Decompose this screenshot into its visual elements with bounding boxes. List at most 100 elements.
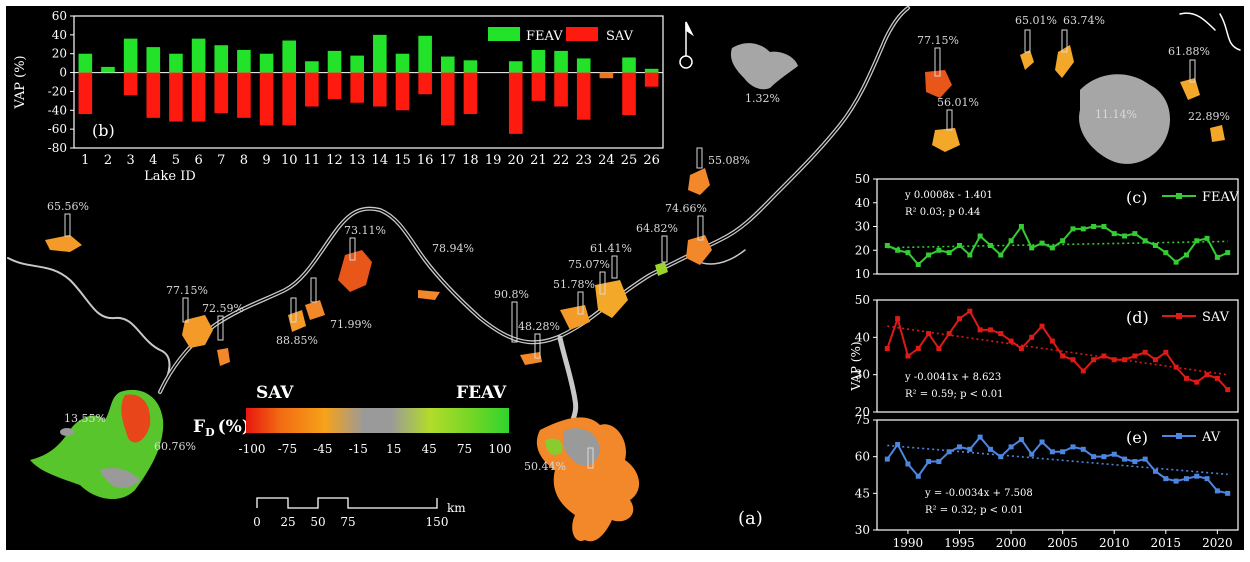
lake-large-southwest-grey	[100, 468, 140, 489]
data-point	[936, 346, 942, 352]
data-point	[967, 252, 973, 258]
y-tick-label: 20	[52, 47, 67, 61]
bar-sav	[191, 72, 206, 122]
data-point	[1204, 372, 1210, 378]
data-point	[1049, 245, 1055, 251]
data-point	[915, 262, 921, 267]
bar-feav	[327, 50, 342, 73]
lake-large-south-grey	[563, 428, 600, 466]
y-tick-label: 30	[855, 523, 870, 537]
regression-equation: y = -0.0034x + 7.508	[924, 488, 1033, 499]
lake-orange-19	[655, 262, 668, 276]
y-tick-label: 60	[52, 9, 67, 23]
data-point	[926, 459, 932, 465]
data-point	[1122, 233, 1128, 239]
data-point	[1080, 368, 1086, 374]
data-point	[884, 456, 890, 462]
bar-sav	[440, 72, 455, 126]
data-point	[895, 247, 901, 253]
scale-bar	[256, 497, 438, 509]
series-line-av	[886, 435, 1228, 495]
data-point	[1091, 454, 1097, 460]
lake-label: 56.01%	[937, 96, 979, 109]
lake-orange-14	[288, 310, 306, 332]
y-tick-label: 75	[855, 413, 870, 427]
data-point	[1194, 238, 1200, 244]
bar-sav	[395, 72, 410, 111]
lake-orange-13	[45, 235, 82, 252]
data-point	[1070, 226, 1076, 232]
legend-tick-label: 15	[386, 442, 401, 456]
y-axis-label: VAP (%)	[13, 55, 28, 109]
data-point	[967, 446, 973, 452]
y-tick-label: 20	[855, 243, 870, 257]
lake-label: 77.15%	[917, 34, 959, 47]
bar-feav	[259, 53, 274, 73]
data-point	[1132, 231, 1138, 237]
legend-label-sav: SAV	[606, 29, 634, 44]
data-point	[1225, 250, 1231, 256]
lake-label: 78.94%	[432, 242, 474, 255]
x-tick-label: 1995	[944, 536, 975, 550]
scale-tick-label: 0	[253, 515, 261, 529]
series-line-sav	[886, 309, 1229, 391]
data-point	[1111, 231, 1117, 237]
data-point	[1132, 459, 1138, 465]
lake-large-southwest-sav	[121, 394, 151, 443]
regression-equation: y 0.0008x - 1.401	[904, 190, 993, 201]
x-tick-label: 2015	[1151, 536, 1182, 550]
data-point	[1008, 444, 1014, 450]
trend-line	[887, 444, 1228, 476]
lake-orange-group	[338, 250, 372, 292]
data-point	[915, 473, 921, 479]
data-point	[1142, 456, 1148, 462]
data-point	[1152, 468, 1158, 474]
y-tick-label: 40	[855, 330, 870, 344]
data-point	[987, 446, 993, 452]
legend-marker	[1176, 193, 1182, 199]
lake-label: 65.01%	[1015, 14, 1057, 27]
data-point	[967, 308, 973, 314]
bar-feav	[554, 50, 568, 73]
bar-sav	[305, 72, 319, 107]
x-tick-label: 2005	[1047, 536, 1078, 550]
x-tick-label: 18	[462, 153, 479, 168]
x-tick-label: 24	[598, 153, 615, 168]
data-point	[926, 331, 932, 337]
panel-label: (c)	[1126, 188, 1147, 207]
legend-tick-label: -100	[239, 442, 266, 456]
x-tick-label: 10	[281, 153, 298, 168]
x-tick-label: 9	[262, 153, 270, 168]
lake-label: 75.07%	[568, 258, 610, 271]
data-point	[1070, 444, 1076, 450]
data-point	[884, 243, 890, 248]
bar-feav	[440, 56, 455, 73]
legend-tick-label: 100	[489, 442, 512, 456]
data-point	[915, 346, 921, 352]
data-point	[1142, 238, 1148, 244]
bar-sav	[373, 72, 387, 107]
data-point	[1225, 490, 1231, 496]
y-tick-label: -60	[48, 122, 67, 136]
bar-sav	[123, 72, 138, 96]
data-point	[1049, 449, 1055, 455]
x-tick-label: 2000	[996, 536, 1027, 550]
lake-orange-17	[217, 348, 230, 366]
bar-sav	[576, 72, 591, 120]
regression-r2: R² = 0.32; p < 0.01	[925, 505, 1024, 516]
lake-label: 71.99%	[330, 318, 372, 331]
bar-feav	[146, 47, 161, 73]
x-tick-label: 2010	[1099, 536, 1130, 550]
legend-tick-label: -75	[278, 442, 297, 456]
lake-orange-12	[1210, 125, 1225, 142]
chart-c: 10 20 30 40 50 FEAV (c) y 0.0008x - 1.401 R² 0.0…	[855, 172, 1240, 281]
lake-orange-2	[182, 315, 213, 348]
data-point	[1029, 451, 1035, 457]
data-point	[1152, 357, 1158, 363]
scale-bar-ticks: 0 25 50 75 150	[253, 515, 448, 529]
data-point	[895, 316, 901, 322]
data-point	[1018, 224, 1024, 229]
data-point	[946, 331, 952, 337]
x-tick-label: 6	[194, 153, 202, 168]
